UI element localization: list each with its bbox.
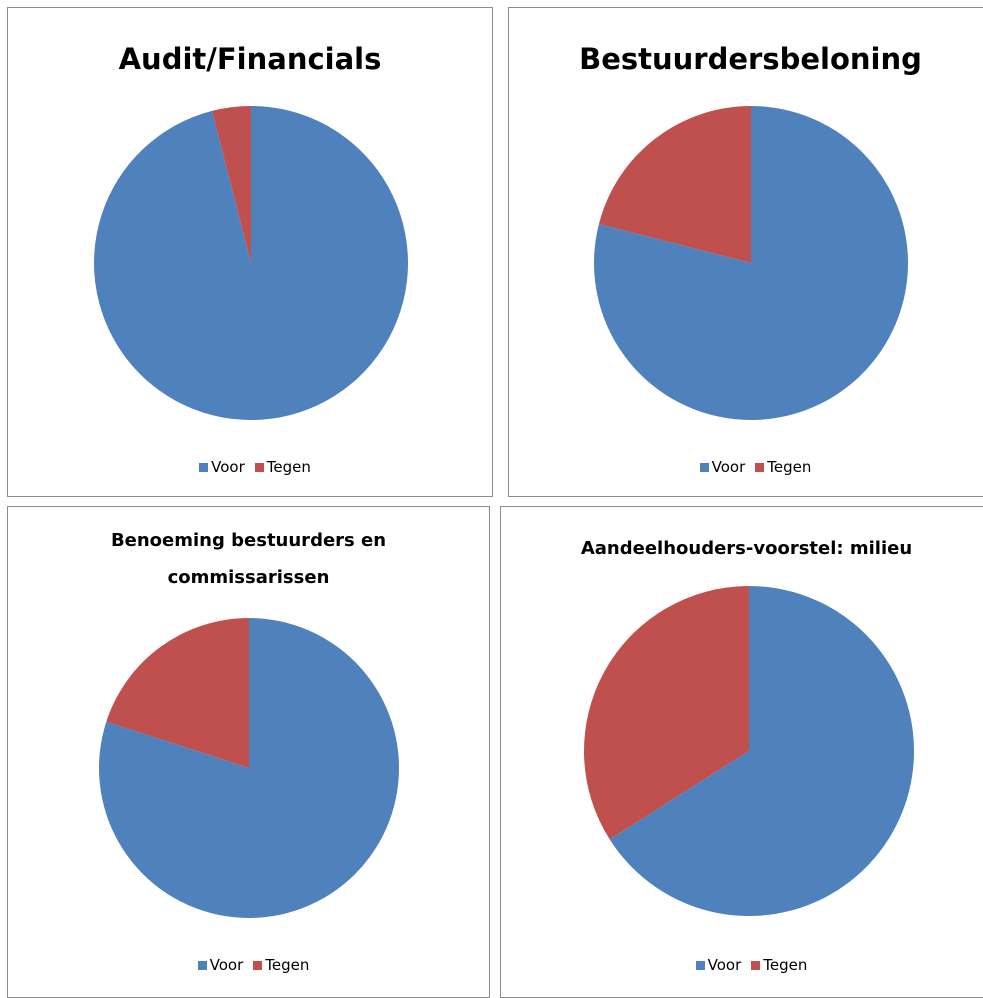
pie-slice: [93, 106, 408, 420]
legend: Voor Tegen: [8, 956, 489, 974]
legend: Voor Tegen: [8, 458, 492, 476]
legend-label: Tegen: [767, 458, 812, 476]
chart-title: Aandeelhouders-voorstel: milieu: [580, 538, 913, 559]
legend-swatch: [253, 961, 263, 970]
pie-slice: [598, 106, 751, 263]
pie-slice: [106, 618, 249, 768]
legend-label: Tegen: [763, 956, 808, 974]
pie-slice: [609, 586, 914, 917]
pie: [93, 106, 408, 420]
legend-label: Tegen: [265, 956, 310, 974]
chart-title: Audit/Financials: [118, 42, 382, 76]
chart-panel: Bestuurdersbeloning Voor Tegen: [508, 7, 983, 497]
legend-label: Tegen: [266, 458, 311, 476]
legend-swatch: [199, 463, 209, 472]
legend-swatch: [197, 961, 207, 970]
pie: [98, 618, 399, 918]
legend-label: Voor: [707, 956, 742, 974]
legend-swatch: [699, 463, 709, 472]
legend: Voor Tegen: [501, 956, 983, 974]
legend-swatch: [254, 463, 264, 472]
pie-slice: [211, 106, 251, 263]
legend-swatch: [695, 961, 705, 970]
chart-panel: Benoeming bestuurders en commissarissen V…: [7, 506, 490, 998]
legend-label: Voor: [211, 458, 245, 476]
chart-panel: Aandeelhouders-voorstel: milieu Voor Tegen: [500, 506, 983, 998]
legend: Voor Tegen: [509, 458, 983, 476]
chart-title: Benoeming bestuurders en commissarissen: [110, 530, 387, 588]
chart-panel: Audit/Financials Voor Tegen: [7, 7, 493, 497]
chart-title: Bestuurdersbeloning: [579, 42, 922, 76]
legend-label: Voor: [711, 458, 746, 476]
legend-swatch: [751, 961, 761, 970]
pie: [594, 106, 908, 420]
pie-slice: [584, 586, 749, 840]
legend-swatch: [755, 463, 765, 472]
legend-label: Voor: [209, 956, 244, 974]
pie: [584, 586, 914, 917]
